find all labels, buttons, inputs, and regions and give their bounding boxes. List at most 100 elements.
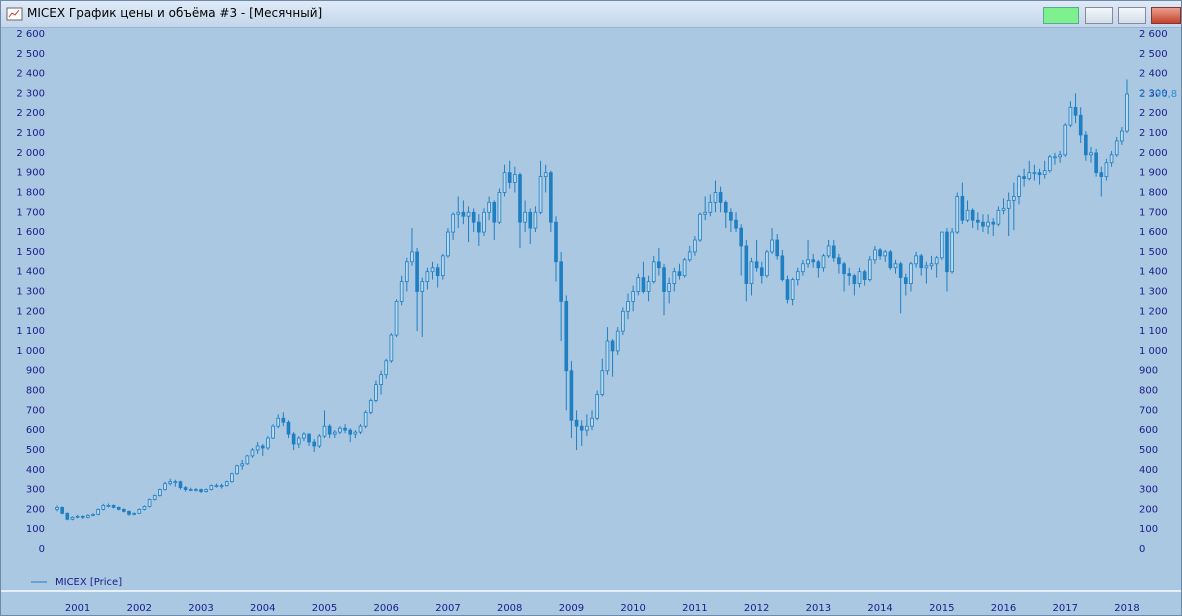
- candle-body: [831, 245, 836, 259]
- candle-body: [862, 271, 867, 281]
- candle-body: [183, 487, 188, 490]
- candle-body: [188, 489, 193, 491]
- candle-body: [307, 433, 311, 443]
- close-button[interactable]: [1151, 7, 1181, 24]
- y-tick-label: 1 400: [16, 267, 45, 278]
- x-tick-label: 2015: [929, 603, 954, 614]
- candle-body: [410, 251, 414, 263]
- x-tick-label: 2011: [682, 603, 707, 614]
- x-tick-label: 2004: [250, 603, 275, 614]
- y-tick-label: 1 000: [16, 346, 45, 357]
- candle-body: [80, 515, 85, 518]
- minimize-button[interactable]: [1085, 7, 1113, 24]
- candle-body: [497, 192, 502, 223]
- y-tick-label: 900: [26, 366, 45, 377]
- candle-body: [842, 263, 846, 275]
- y2-tick-label: 500: [1139, 445, 1158, 456]
- y-tick-label: 2 500: [16, 49, 45, 60]
- candle-body: [924, 265, 929, 269]
- maximize-button[interactable]: [1118, 7, 1146, 24]
- y-tick-label: 300: [26, 485, 45, 496]
- y2-tick-label: 2 400: [1139, 69, 1168, 80]
- candle-body: [255, 445, 260, 451]
- candle-body: [75, 515, 80, 518]
- candle-body: [734, 219, 738, 229]
- candle-body: [898, 263, 903, 279]
- y-tick-label: 700: [26, 405, 45, 416]
- candle-body: [384, 360, 389, 376]
- candle-body: [1099, 172, 1104, 178]
- candle-body: [960, 196, 965, 221]
- y-tick-label: 1 500: [16, 247, 45, 258]
- candle-body: [214, 485, 219, 488]
- y-tick-label: 800: [26, 386, 45, 397]
- candle-body: [230, 473, 234, 483]
- candle-body: [708, 201, 713, 213]
- candle-body: [513, 174, 517, 183]
- candle-body: [209, 485, 214, 490]
- y-tick-label: 2 100: [16, 128, 45, 139]
- candle-body: [1006, 199, 1011, 209]
- candle-body: [1022, 176, 1026, 179]
- candle-body: [466, 211, 471, 217]
- x-tick-label: 2009: [559, 603, 584, 614]
- candle-body: [703, 211, 707, 215]
- x-tick-label: 2006: [374, 603, 399, 614]
- candle-body: [1125, 93, 1129, 132]
- candle-body: [698, 213, 702, 241]
- candle-body: [677, 271, 682, 277]
- candle-body: [1027, 172, 1032, 179]
- y2-tick-label: 100: [1139, 524, 1158, 535]
- candle-body: [1037, 172, 1042, 176]
- candle-body: [785, 279, 790, 300]
- candle-body: [554, 221, 558, 263]
- candle-body: [204, 489, 208, 492]
- candle-body: [1089, 152, 1093, 156]
- candle-body: [816, 261, 821, 269]
- candle-body: [1048, 156, 1052, 172]
- candle-body: [559, 261, 563, 302]
- x-tick-label: 2014: [867, 603, 892, 614]
- y-tick-label: 1 800: [16, 187, 45, 198]
- candle-body: [873, 249, 877, 261]
- candle-body: [317, 435, 322, 447]
- candle-body: [374, 384, 378, 401]
- candle-body: [281, 417, 286, 423]
- candle-body: [765, 251, 769, 277]
- candle-body: [60, 507, 64, 514]
- candle-body: [399, 281, 404, 302]
- candle-body: [538, 176, 543, 213]
- candle-body: [168, 481, 172, 485]
- candle-body: [338, 427, 342, 433]
- candle-body: [327, 425, 332, 435]
- candle-body: [903, 277, 908, 284]
- candle-body: [477, 221, 481, 233]
- candle-body: [543, 172, 548, 178]
- candle-body: [1104, 162, 1109, 178]
- candle-body: [1058, 154, 1062, 158]
- candle-body: [487, 201, 491, 213]
- candle-body: [631, 291, 635, 302]
- candle-body: [420, 281, 425, 292]
- candle-body: [353, 431, 358, 435]
- candle-body: [446, 231, 450, 257]
- candle-body: [456, 211, 461, 215]
- candle-body: [770, 239, 774, 253]
- candle-body: [332, 431, 337, 435]
- candle-body: [795, 271, 800, 281]
- candle-body: [430, 267, 435, 273]
- candle-body: [492, 201, 497, 223]
- candle-body: [482, 211, 486, 233]
- candle-body: [1001, 207, 1006, 211]
- candle-body: [826, 245, 831, 257]
- candle-body: [1068, 106, 1073, 126]
- candle-body: [837, 257, 841, 265]
- candle-body: [996, 209, 1001, 225]
- candle-body: [976, 219, 980, 223]
- candle-body: [271, 425, 275, 439]
- x-tick-label: 2001: [65, 603, 90, 614]
- candle-body: [729, 211, 733, 221]
- link-button[interactable]: [1043, 7, 1079, 24]
- candle-body: [646, 281, 651, 292]
- candle-body: [389, 334, 394, 362]
